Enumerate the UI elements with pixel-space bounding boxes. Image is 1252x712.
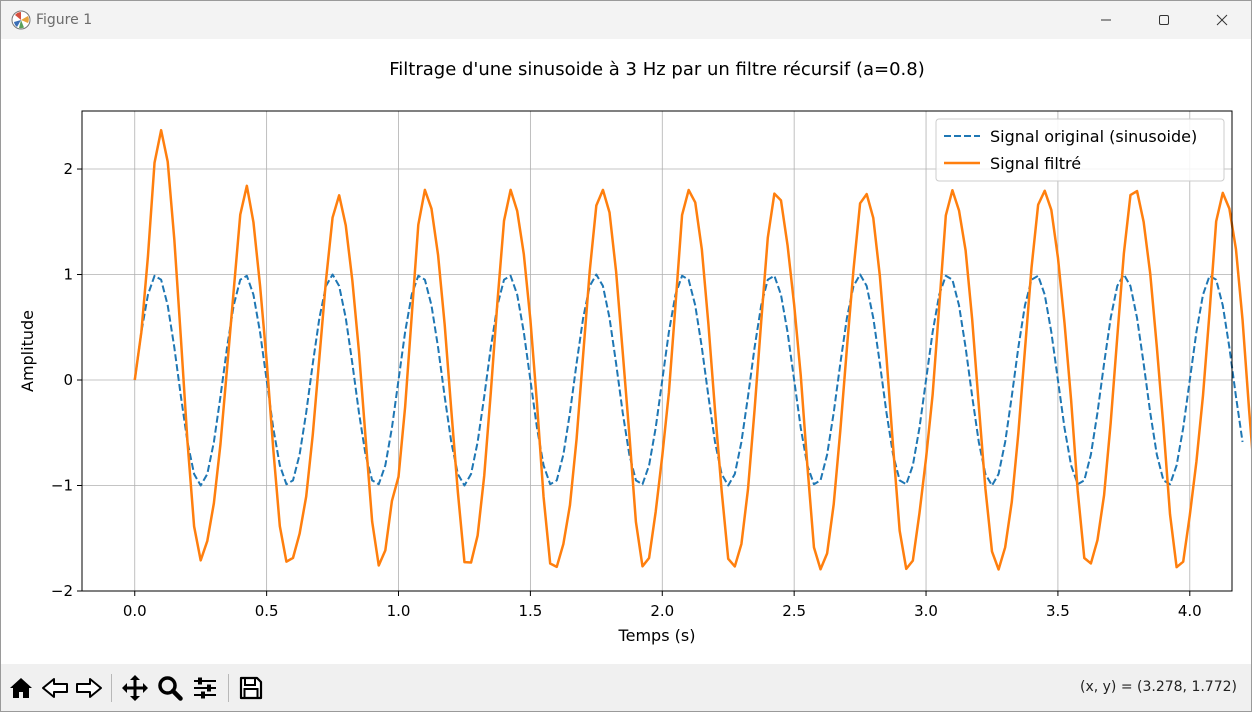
x-tick-label: 0.0 xyxy=(123,602,147,620)
y-tick-label: 2 xyxy=(63,160,73,178)
zoom-button[interactable] xyxy=(154,672,186,704)
grid xyxy=(82,111,1232,592)
back-button[interactable] xyxy=(39,672,71,704)
ticks: 0.0 0.5 1.0 1.5 2.0 2.5 3.0 3.5 4.0 −2 −1 0 1 2 xyxy=(51,160,1202,620)
x-tick-label: 2.0 xyxy=(650,602,674,620)
cursor-coordinates: (x, y) = (3.278, 1.772) xyxy=(1079,679,1237,695)
minimize-button[interactable] xyxy=(1077,1,1135,39)
back-icon xyxy=(42,678,68,698)
chart-title: Filtrage d'une sinusoide à 3 Hz par un f… xyxy=(389,59,925,80)
window-title: Figure 1 xyxy=(36,12,93,28)
y-axis-label: Amplitude xyxy=(18,310,37,392)
forward-button[interactable] xyxy=(73,672,105,704)
configure-subplots-button[interactable] xyxy=(189,672,221,704)
toolbar-separator xyxy=(111,674,112,702)
matplotlib-logo-icon xyxy=(11,10,31,30)
close-icon xyxy=(1216,14,1228,26)
y-tick-label: −1 xyxy=(51,477,73,495)
toolbar-separator xyxy=(228,674,229,702)
x-tick-label: 2.5 xyxy=(782,602,806,620)
figure-canvas[interactable]: Filtrage d'une sinusoide à 3 Hz par un f… xyxy=(1,39,1252,664)
x-tick-label: 1.5 xyxy=(518,602,542,620)
x-tick-label: 3.5 xyxy=(1046,602,1070,620)
zoom-icon xyxy=(158,676,183,701)
home-icon xyxy=(10,678,32,698)
home-button[interactable] xyxy=(5,672,37,704)
x-tick-label: 3.0 xyxy=(914,602,938,620)
title-bar: Figure 1 xyxy=(1,1,1251,39)
axes-frame xyxy=(81,110,1233,592)
y-tick-label: 0 xyxy=(63,371,73,389)
x-tick-label: 1.0 xyxy=(387,602,411,620)
configure-subplots-icon xyxy=(194,677,216,699)
save-icon xyxy=(239,676,263,700)
x-tick-label: 4.0 xyxy=(1178,602,1202,620)
legend: Signal original (sinusoide) Signal filtré xyxy=(935,118,1225,182)
forward-icon xyxy=(76,678,102,698)
legend-label: Signal filtré xyxy=(990,154,1081,173)
legend-box xyxy=(935,118,1225,182)
save-button[interactable] xyxy=(235,672,267,704)
x-axis-label: Temps (s) xyxy=(618,626,696,645)
y-tick-label: −2 xyxy=(51,582,73,600)
legend-label: Signal original (sinusoide) xyxy=(990,127,1197,146)
series-line-filtered-signal xyxy=(133,128,1252,571)
navigation-toolbar: (x, y) = (3.278, 1.772) xyxy=(1,664,1251,711)
minimize-icon xyxy=(1101,19,1111,21)
series-line-original-signal xyxy=(133,273,1244,487)
close-button[interactable] xyxy=(1193,1,1251,39)
maximize-icon xyxy=(1159,15,1169,25)
pan-icon xyxy=(122,675,148,701)
x-tick-label: 0.5 xyxy=(255,602,279,620)
line-chart: Filtrage d'une sinusoide à 3 Hz par un f… xyxy=(18,59,1252,645)
y-tick-label: 1 xyxy=(63,266,73,284)
maximize-button[interactable] xyxy=(1135,1,1193,39)
pan-button[interactable] xyxy=(119,672,151,704)
series-group xyxy=(133,128,1252,571)
